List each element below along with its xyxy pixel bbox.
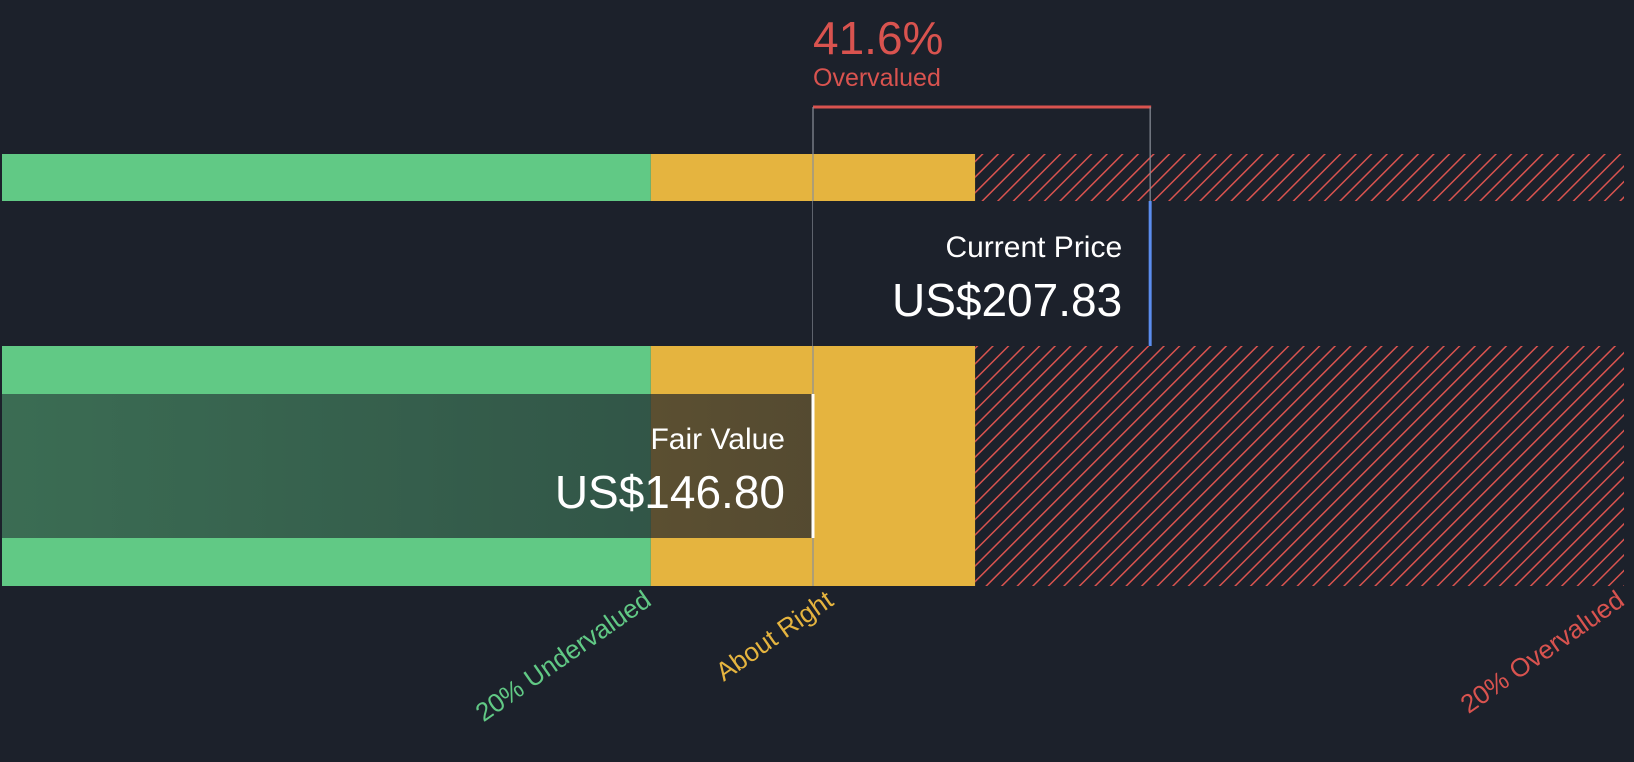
fair-value-box [2,394,813,538]
zone-label-undervalued: 20% Undervalued [470,584,657,727]
zone-label-overvalued: 20% Overvalued [1455,584,1630,719]
difference-percent: 41.6% [813,12,943,64]
zone-bar-bottom-overvalued [975,346,1624,586]
fair-value-value: US$146.80 [555,466,785,518]
zone-labels: 20% Undervalued About Right 20% Overvalued [470,584,1630,728]
current-price-box [813,201,1151,346]
current-price-value: US$207.83 [892,274,1122,326]
difference-label: Overvalued [813,64,941,92]
zone-bar-top-overvalued [975,154,1624,201]
zone-bar-top-undervalued [2,154,651,201]
fair-value-label: Fair Value [650,423,785,456]
current-price-label: Current Price [945,231,1122,264]
zone-label-about-right: About Right [710,584,839,687]
